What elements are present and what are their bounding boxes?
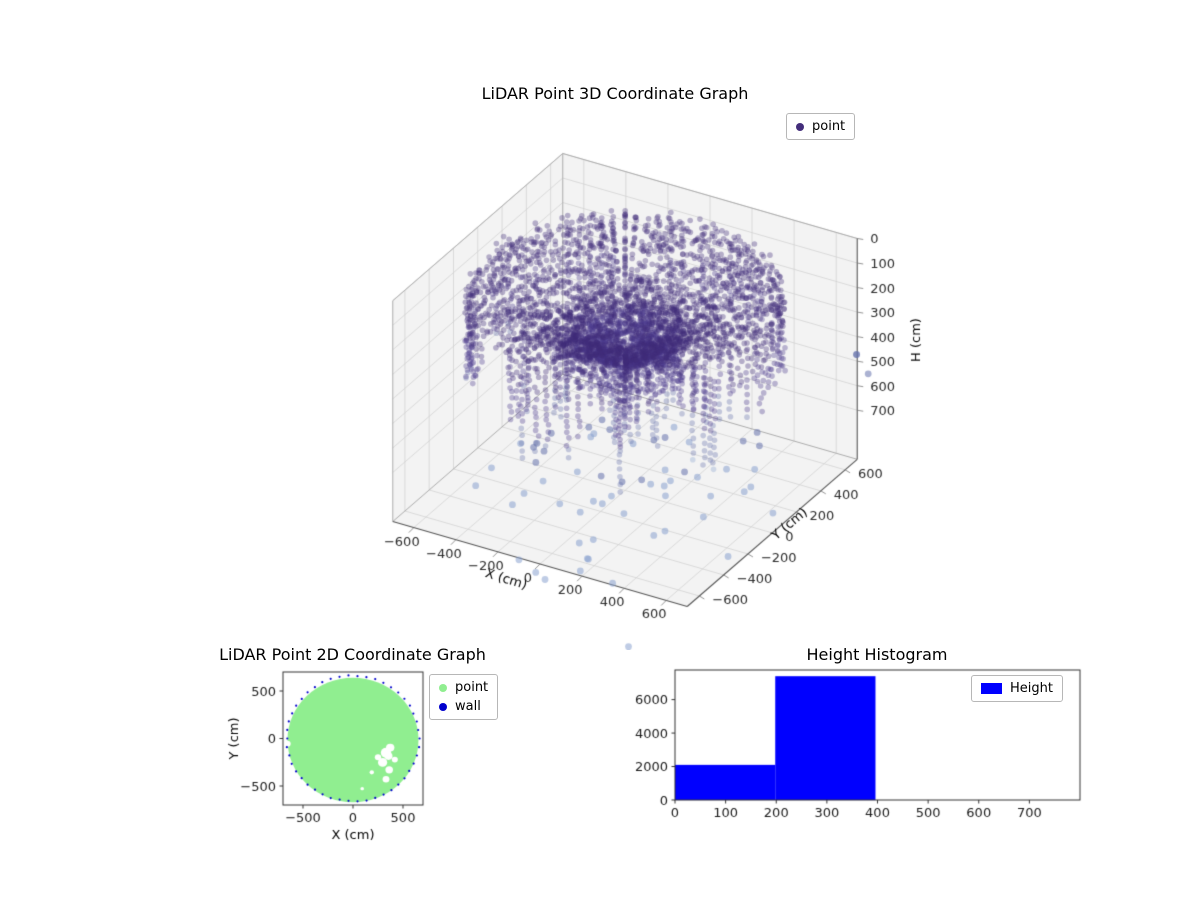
legend-histogram: Height (971, 675, 1063, 702)
chart-title-2d: LiDAR Point 2D Coordinate Graph (219, 645, 486, 664)
legend-label: wall (455, 699, 481, 714)
point-marker-icon (796, 122, 804, 131)
legend-item-height: Height (981, 680, 1053, 697)
3d-scatter-canvas (330, 115, 950, 650)
legend-label: point (812, 119, 846, 134)
legend-label: Height (1010, 681, 1053, 696)
legend-item-point-3d: point (796, 118, 845, 135)
chart-title-3d: LiDAR Point 3D Coordinate Graph (481, 84, 749, 103)
legend-3d: point (786, 113, 856, 140)
legend-item-wall-2d: wall (439, 698, 488, 715)
point-marker-icon (439, 683, 447, 692)
legend-item-point-2d: point (439, 679, 488, 696)
height-swatch-icon (981, 683, 1002, 694)
legend-2d: point wall (429, 674, 499, 720)
legend-label: point (455, 680, 489, 695)
wall-marker-icon (439, 702, 447, 711)
2d-scatter-canvas (225, 664, 440, 859)
